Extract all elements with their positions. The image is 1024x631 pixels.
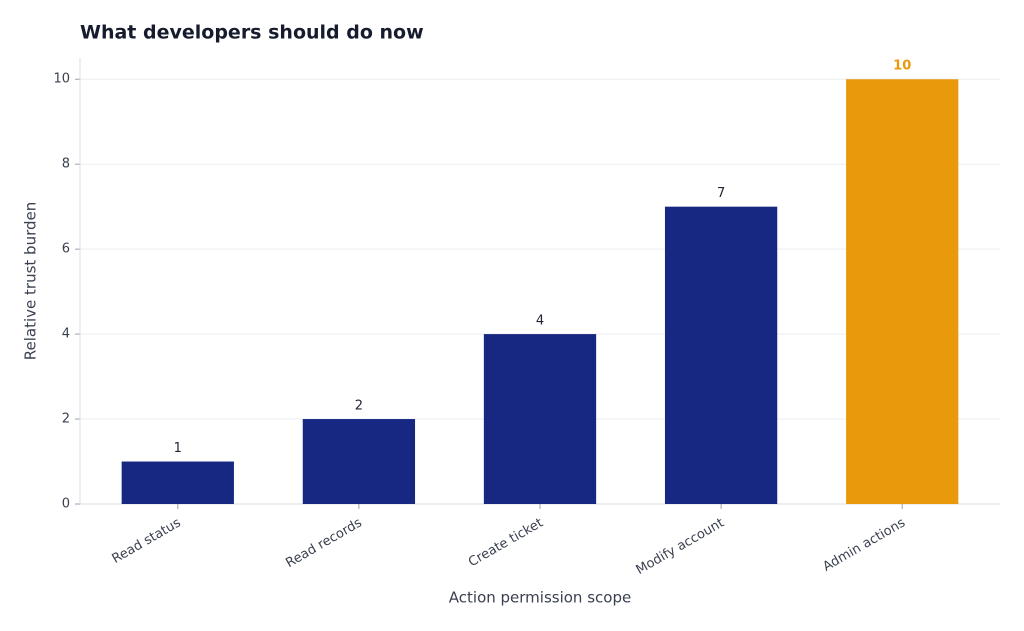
x-tick-label: Read status [110, 515, 184, 566]
bar [483, 334, 597, 504]
y-tick-label: 6 [62, 242, 70, 257]
data-label: 7 [717, 186, 725, 201]
x-tick-label: Modify account [634, 516, 727, 578]
data-label: 1 [174, 441, 182, 456]
bar [846, 79, 959, 504]
y-tick-label: 0 [62, 497, 70, 512]
data-label: 10 [893, 59, 911, 74]
y-tick-label: 8 [62, 157, 70, 172]
chart-title: What developers should do now [80, 22, 424, 44]
y-tick-label: 2 [62, 412, 70, 427]
bar [664, 206, 778, 504]
y-tick-label: 10 [53, 72, 70, 87]
data-label: 2 [355, 399, 363, 414]
y-tick-label: 4 [62, 327, 70, 342]
x-tick-label: Admin actions [820, 515, 908, 574]
x-tick-label: Create ticket [466, 516, 546, 571]
bar [121, 461, 234, 504]
x-axis-label: Action permission scope [449, 589, 631, 607]
x-tick-label: Read records [283, 515, 364, 571]
bar [302, 419, 416, 504]
data-label: 4 [536, 314, 544, 329]
y-axis-label: Relative trust burden [22, 202, 40, 360]
